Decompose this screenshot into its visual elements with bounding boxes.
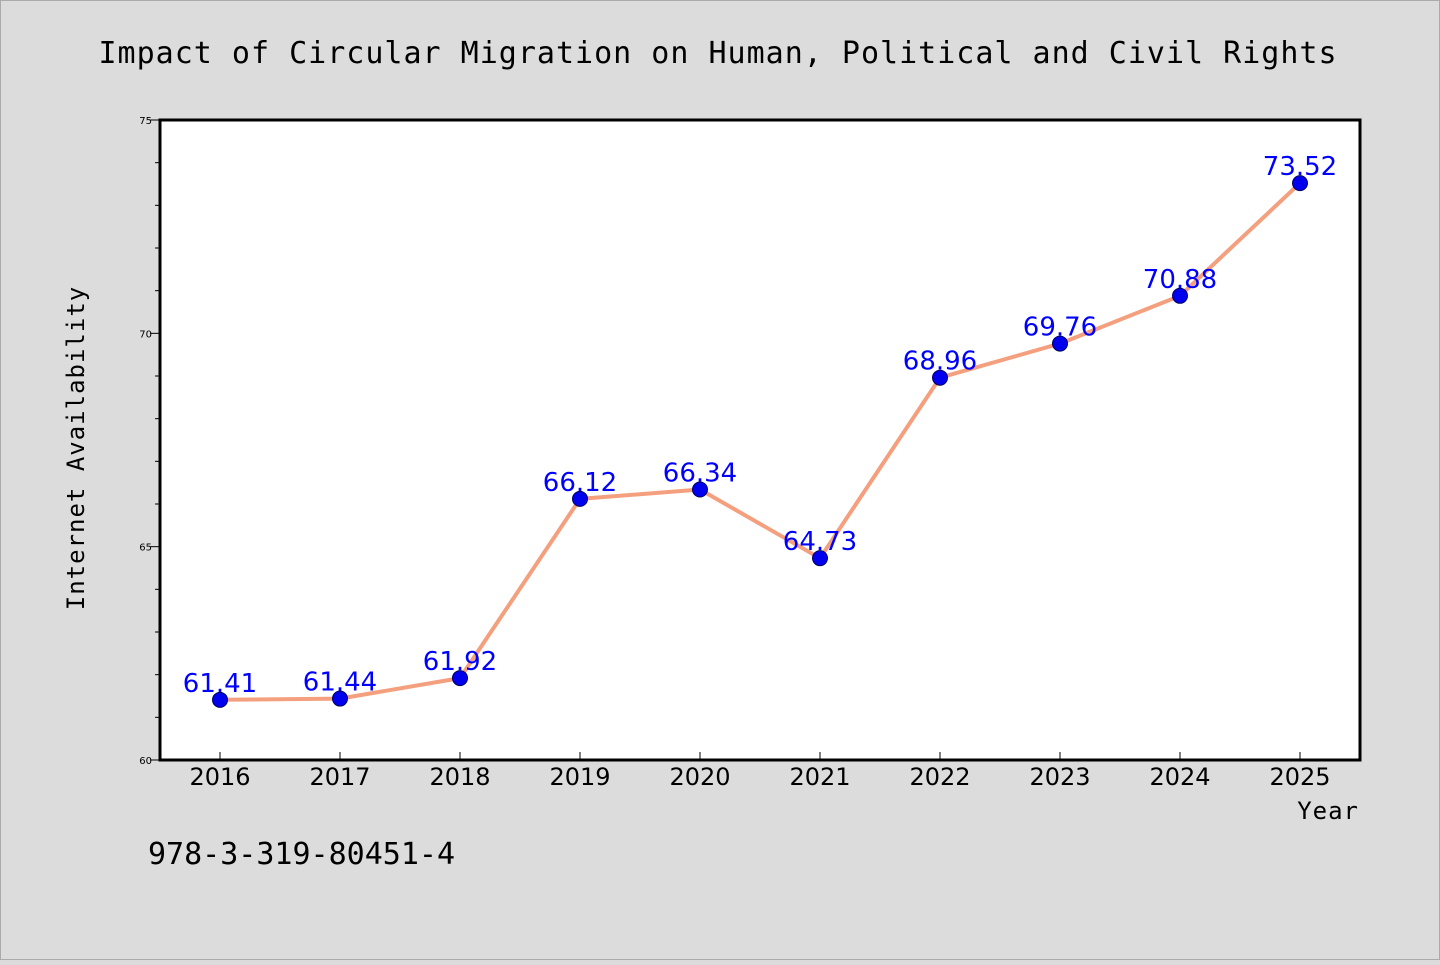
x-axis-label: Year: [1297, 797, 1359, 825]
y-axis-label: Internet Availability: [62, 286, 90, 610]
y-tick-label: 75: [139, 116, 152, 127]
data-point-marker: [212, 691, 228, 708]
data-label: 66.12: [543, 468, 617, 498]
plot-area: [158, 118, 1362, 762]
x-tick-label: 2018: [429, 763, 490, 791]
x-tick-label: 2021: [789, 763, 850, 791]
data-point-marker: [1172, 287, 1188, 304]
x-tick-label: 2022: [909, 763, 970, 791]
data-point-marker: [332, 690, 348, 707]
data-point-marker: [1292, 175, 1308, 192]
x-tick-label: 2023: [1029, 763, 1090, 791]
x-tick-label: 2025: [1269, 763, 1330, 791]
series-line: [218, 181, 1302, 702]
data-point-marker: [452, 670, 468, 687]
x-axis: 2016 2017 2018 2019 2020 2021 2022 2023 2024 2025: [189, 752, 1331, 791]
data-point-marker: [812, 550, 828, 567]
data-label: 68.96: [903, 347, 977, 377]
data-point-marker: [572, 490, 588, 507]
x-tick-label: 2020: [669, 763, 730, 791]
data-point-marker: [932, 369, 948, 386]
y-tick-label: 65: [139, 543, 152, 554]
data-label: 64.73: [783, 527, 857, 557]
y-axis: 60 65 70 75: [139, 116, 160, 767]
y-tick-label: 70: [139, 329, 152, 340]
x-tick-label: 2017: [309, 763, 370, 791]
data-label: 73.52: [1263, 152, 1337, 182]
data-labels: 61.41 61.44 61.92 66.12 66.34 64.73 68.96 69.76…: [183, 152, 1337, 699]
data-point-marker: [692, 481, 708, 498]
data-label: 69.76: [1023, 313, 1097, 343]
chart-title: Impact of Circular Migration on Human, P…: [99, 36, 1338, 71]
x-tick-label: 2019: [549, 763, 610, 791]
x-tick-label: 2016: [189, 763, 250, 791]
data-label: 61.92: [423, 647, 497, 677]
x-tick-label: 2024: [1149, 763, 1210, 791]
data-label: 70.88: [1143, 265, 1217, 295]
footnote-isbn: 978-3-319-80451-4: [148, 837, 455, 872]
series-markers: [212, 175, 1308, 708]
data-label: 61.44: [303, 668, 377, 698]
y-tick-label: 60: [139, 756, 152, 767]
data-label: 66.34: [663, 458, 737, 488]
data-label: 61.41: [183, 669, 257, 699]
data-point-marker: [1052, 335, 1068, 352]
